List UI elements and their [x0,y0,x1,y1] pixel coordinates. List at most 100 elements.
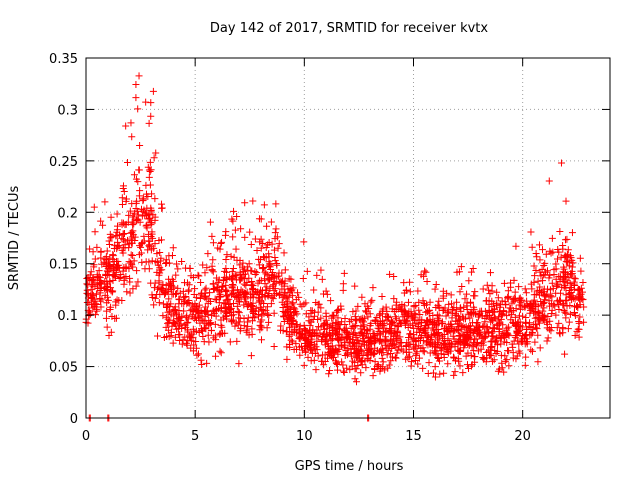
data-point [544,285,552,293]
data-point [541,312,549,320]
data-point [480,355,488,363]
data-point [460,337,468,345]
data-point [248,325,256,333]
data-point [492,338,500,346]
data-point [546,271,554,279]
data-point [457,263,465,271]
data-point [165,252,173,260]
data-point [420,348,428,356]
data-point [339,361,347,369]
data-point [129,221,137,229]
data-point [174,325,182,333]
data-point [113,296,121,304]
data-point [395,342,403,350]
data-point [156,249,164,257]
data-point [388,344,396,352]
data-point [232,245,240,253]
data-point [500,368,508,376]
data-point [134,216,142,224]
data-point [448,300,456,308]
data-point [222,274,230,282]
data-point [172,271,180,279]
data-point [457,322,465,330]
data-point [235,360,243,368]
data-point [206,218,214,226]
data-point [256,256,264,264]
data-point [334,320,342,328]
data-point [153,268,161,276]
data-point [289,284,297,292]
data-point [416,329,424,337]
data-point [239,259,247,267]
data-point [265,312,273,320]
data-point [261,280,269,288]
data-point [486,346,494,354]
data-point [110,244,118,252]
data-point [409,315,417,323]
data-point [142,222,150,230]
data-point [576,254,584,262]
data-point [509,295,517,303]
data-point [367,298,375,306]
data-point [216,347,224,355]
data-point [257,215,265,223]
data-point [402,343,410,351]
data-point [200,338,208,346]
axes: 0 0.05 0.1 0.15 0.2 0.25 0.3 0.35 0 5 10 15 20 [49,52,611,444]
data-point [112,314,120,322]
data-point [390,273,398,281]
data-point [229,264,237,272]
data-point [405,345,413,353]
data-point [528,285,536,293]
data-point [545,177,553,185]
data-point [576,313,584,321]
data-point [562,197,570,205]
data-point [363,350,371,358]
data-point [352,307,360,315]
data-point [313,331,321,339]
data-point [355,355,363,363]
data-point [83,298,91,306]
data-point [169,277,177,285]
data-point [87,286,95,294]
data-point [270,274,278,282]
data-point [189,274,197,282]
data-point [148,291,156,299]
data-point [319,351,327,359]
data-point [421,267,429,275]
data-point [138,258,146,266]
data-point [512,242,520,250]
data-point [488,282,496,290]
data-point [253,247,261,255]
data-point [333,366,341,374]
data-point [161,289,169,297]
data-point [135,72,143,80]
data-point [296,351,304,359]
data-point [263,222,271,230]
data-point [126,274,134,282]
data-point [324,349,332,357]
data-point [415,342,423,350]
data-point [429,311,437,319]
data-point [396,339,404,347]
data-point [183,341,191,349]
data-point [322,335,330,343]
data-point [339,286,347,294]
data-point [120,188,128,196]
data-point [485,309,493,317]
data-point [402,355,410,363]
data-point [204,250,212,258]
data-point [557,253,565,261]
data-point [89,304,97,312]
data-point [195,350,203,358]
data-point [567,284,575,292]
x-tick-label: 15 [405,429,422,444]
data-point [504,295,512,303]
data-point [135,251,143,259]
data-point [470,339,478,347]
data-point [106,306,114,314]
data-point [103,261,111,269]
data-point [304,343,312,351]
data-point [186,307,194,315]
data-point [89,274,97,282]
